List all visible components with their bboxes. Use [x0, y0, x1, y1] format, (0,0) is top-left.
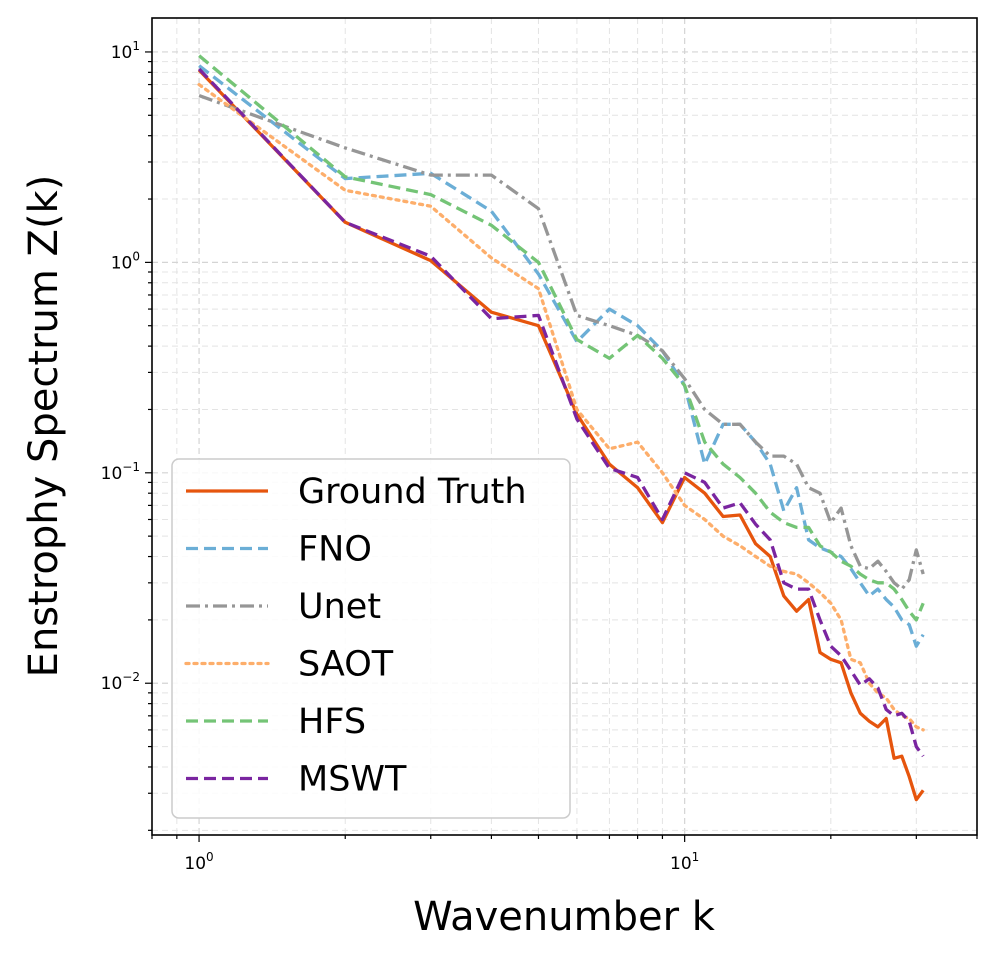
legend-label-hfs: HFS [298, 702, 366, 742]
series-line-ground-truth [197, 68, 925, 802]
plot-frame [151, 17, 978, 836]
y-tick-label: 101 [111, 39, 140, 63]
y-axis-label: Enstrophy Spectrum Z(k) [21, 175, 67, 678]
legend-label-saot: SAOT [298, 645, 394, 685]
y-tick-label: 10−1 [101, 460, 140, 484]
legend-box [171, 458, 571, 819]
axis-ticks: 100 101 101 100 10−1 10−2 [101, 39, 978, 874]
series-line-hfs [198, 54, 925, 622]
y-tick-label: 10−2 [101, 670, 140, 694]
legend-label-ground-truth: Ground Truth [298, 472, 527, 512]
legend-label-mswt: MSWT [298, 760, 407, 800]
legend-label-unet: Unet [298, 587, 381, 627]
series-line-saot [197, 82, 925, 732]
x-tick-label: 101 [670, 850, 699, 874]
x-tick-label: 100 [184, 850, 213, 874]
series-line-fno [198, 64, 925, 648]
legend: Ground Truth FNO Unet SAOT HFS MSWT [171, 458, 571, 819]
series-lines [197, 54, 925, 802]
series-line-unet [198, 94, 925, 591]
series-line-mswt [197, 67, 925, 758]
y-tick-label: 100 [111, 249, 140, 273]
x-axis-label: Wavenumber k [413, 894, 716, 940]
legend-label-fno: FNO [298, 530, 372, 570]
